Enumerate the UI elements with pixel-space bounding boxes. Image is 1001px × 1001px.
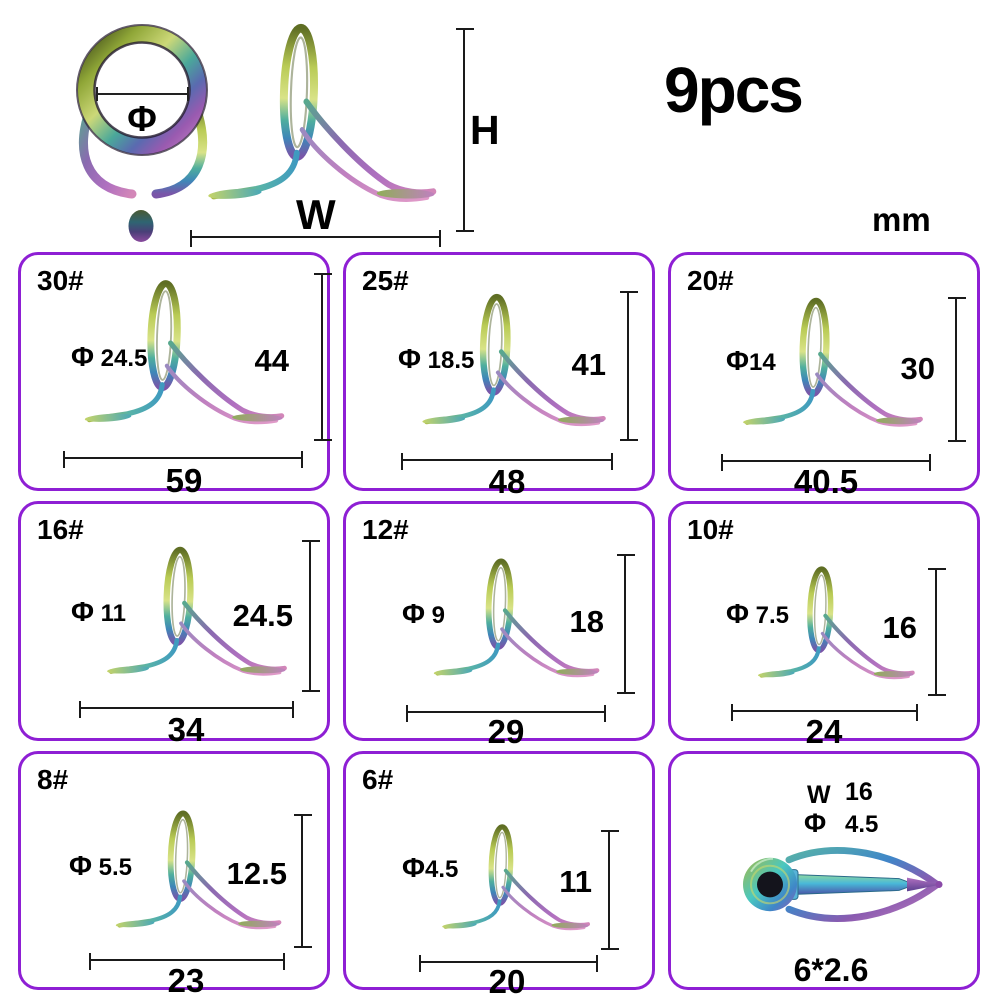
phi-symbol: Φ (69, 849, 92, 881)
diameter-value: 4.5 (424, 855, 459, 883)
width-value: 24 (805, 713, 843, 751)
guide-size-label: 20# (687, 265, 734, 296)
unit-label: mm (872, 201, 931, 238)
front-diameter-symbol: Φ (127, 98, 157, 139)
diameter-value: 7.5 (755, 602, 790, 630)
height-dimension-line (601, 829, 619, 950)
height-value: 44 (254, 343, 289, 378)
diameter-value: 18.5 (427, 347, 475, 374)
size-spec-grid: 30# Φ 24.5 44 59 25# Φ 18.5 41 48 20# Φ1… (18, 252, 980, 1000)
width-dimension-line (721, 454, 931, 471)
width-dimension-line (401, 453, 613, 470)
width-value: 29 (487, 713, 525, 751)
phi-symbol: Φ (398, 343, 421, 374)
diameter-label: Φ 24.5 (71, 341, 147, 373)
guide-size-label: 25# (362, 265, 409, 296)
tip-phi-symbol: Φ (804, 807, 827, 838)
height-dimension-line (294, 813, 312, 948)
diameter-label: Φ14 (726, 345, 776, 377)
width-dimension-line (406, 705, 606, 723)
phi-symbol: Φ (71, 341, 94, 372)
height-dimension-line (948, 297, 966, 442)
phi-symbol: Φ (71, 596, 94, 628)
spec-cell-20: 20# Φ14 30 40.5 (668, 252, 980, 500)
height-value: 41 (571, 347, 606, 382)
height-value: 16 (882, 610, 917, 646)
diameter-value: 24.5 (100, 345, 148, 372)
diameter-value: 5.5 (98, 853, 133, 881)
height-value: 24.5 (232, 598, 293, 634)
width-dimension-line (89, 952, 285, 970)
tip-width-value: 16 (845, 777, 873, 806)
width-value: 48 (488, 463, 526, 500)
spec-cell-tip-top: W 16 Φ 4.5 6*2.6 (668, 750, 980, 990)
tip-top-guide-image (737, 838, 947, 932)
height-value: 11 (559, 863, 592, 899)
height-value: 18 (569, 604, 604, 640)
height-dimension-line (314, 273, 332, 441)
phi-symbol: Φ (402, 598, 425, 630)
diameter-label: Φ 7.5 (726, 598, 789, 630)
height-dimension-line (620, 291, 638, 441)
tip-width-symbol: W (807, 780, 831, 809)
width-symbol-label: W (296, 191, 336, 238)
guide-size-label: 6# (362, 763, 394, 795)
tip-size-label: 6*2.6 (793, 951, 869, 988)
diameter-value: 11 (100, 600, 127, 628)
width-value: 34 (167, 711, 205, 749)
diameter-label: Φ4.5 (402, 852, 458, 884)
guide-size-label: 8# (37, 763, 69, 795)
pieces-count-label: 9pcs (664, 54, 804, 126)
width-value: 59 (165, 462, 203, 499)
diameter-value: 14 (748, 349, 776, 376)
tip-diameter-value: 4.5 (845, 810, 879, 838)
spec-cell-16: 16# Φ 11 24.5 34 (18, 501, 330, 748)
width-dimension-line (79, 701, 294, 719)
header-width-dimension-line (190, 230, 441, 247)
width-value: 40.5 (793, 463, 859, 500)
diameter-label: Φ 18.5 (398, 343, 474, 375)
rod-guide-side-view-image (727, 295, 929, 447)
spec-cell-8: 8# Φ 5.5 12.5 23 (18, 750, 330, 999)
guide-size-label: 16# (37, 514, 84, 546)
guide-size-label: 30# (37, 265, 84, 296)
diameter-label: Φ 9 (402, 598, 445, 630)
height-dimension-line (617, 554, 635, 695)
height-symbol-label: H (470, 107, 500, 153)
height-dimension-line (928, 568, 946, 697)
phi-symbol: Φ (726, 598, 749, 630)
height-value: 12.5 (226, 855, 287, 891)
phi-symbol: Φ (402, 851, 425, 883)
diameter-label: Φ 11 (71, 596, 126, 628)
diameter-value: 9 (431, 602, 446, 630)
header-height-dimension-line (456, 28, 474, 232)
spec-cell-25: 25# Φ 18.5 41 48 (343, 252, 655, 500)
spec-cell-10: 10# Φ 7.5 16 24 (668, 501, 980, 750)
rod-guide-front-view-image: Φ (76, 24, 208, 242)
guide-size-label: 12# (362, 514, 409, 546)
diameter-label: Φ 5.5 (69, 850, 132, 882)
spec-cell-30: 30# Φ 24.5 44 59 (18, 252, 332, 499)
width-dimension-line (731, 704, 918, 722)
spec-cell-6: 6# Φ4.5 11 20 (343, 750, 655, 1000)
width-dimension-line (419, 954, 598, 972)
front-diameter-dimension-line (96, 87, 189, 101)
height-value: 30 (900, 351, 935, 386)
width-value: 20 (488, 962, 526, 1000)
height-dimension-line (302, 540, 320, 693)
width-dimension-line (63, 451, 303, 468)
phi-symbol: Φ (726, 345, 749, 376)
width-value: 23 (167, 961, 205, 999)
guide-size-label: 10# (687, 514, 734, 546)
spec-cell-12: 12# Φ 9 18 29 (343, 501, 655, 750)
